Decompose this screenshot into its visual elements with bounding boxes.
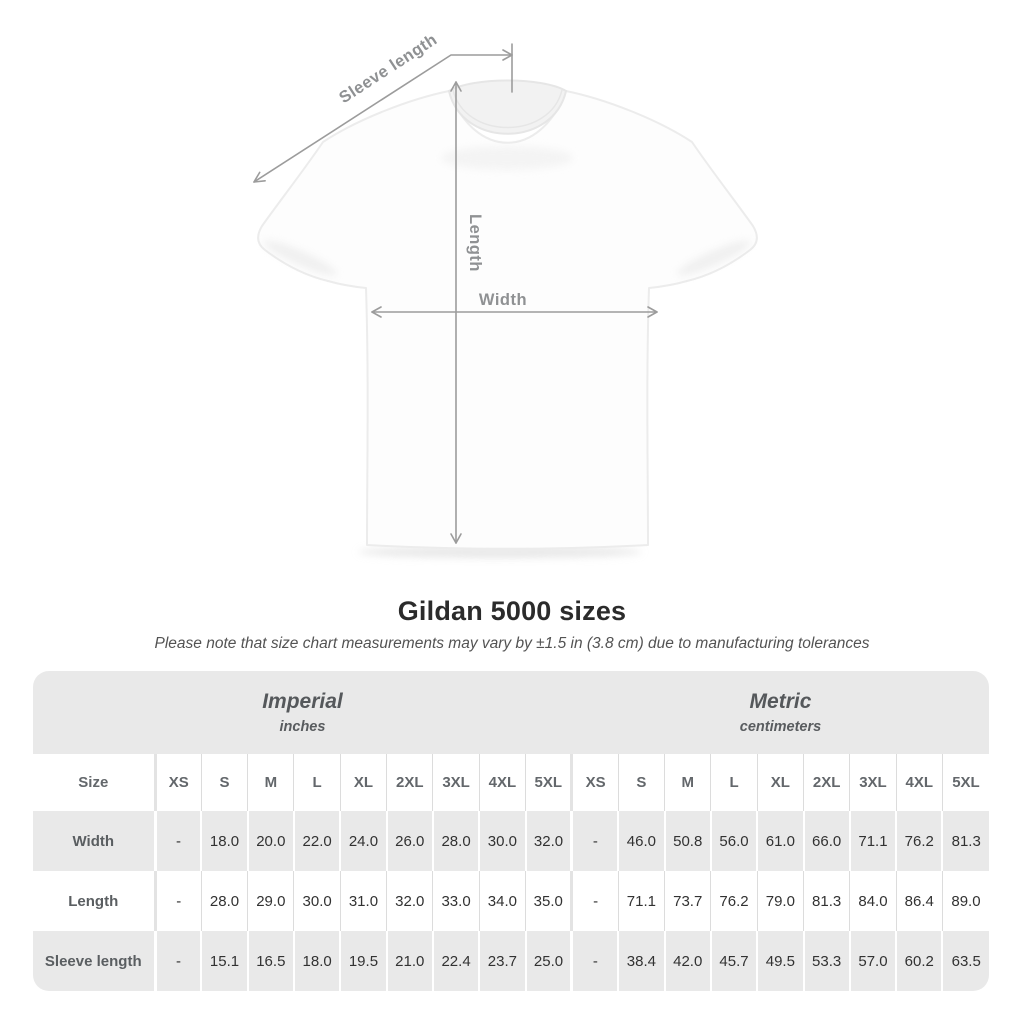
value-cell: 60.2 [895, 931, 943, 991]
value-cell: 35.0 [525, 871, 572, 931]
width-label: Width [479, 291, 527, 309]
imperial-band: Imperial inches [33, 671, 572, 754]
value-cell: 76.2 [895, 811, 943, 871]
value-cell: 57.0 [848, 931, 897, 991]
value-cell: 34.0 [478, 871, 526, 931]
size-header-metric-m: M [664, 754, 711, 811]
row-label-sleeve-length: Sleeve length [33, 931, 156, 991]
size-header-imperial-l: L [293, 754, 341, 811]
size-header-imperial-3xl: 3XL [432, 754, 480, 811]
size-header-metric-xl: XL [756, 754, 804, 811]
imperial-band-unit: inches [279, 718, 326, 735]
value-cell: 33.0 [432, 871, 480, 931]
value-cell: 15.1 [200, 931, 248, 991]
value-cell: - [153, 811, 202, 871]
value-cell: 30.0 [478, 811, 526, 871]
size-header-imperial-s: S [200, 754, 248, 811]
value-cell: 81.3 [802, 871, 850, 931]
value-cell: 30.0 [293, 871, 341, 931]
size-header-imperial-xl: XL [339, 754, 387, 811]
size-header-metric-s: S [617, 754, 665, 811]
value-cell: 53.3 [802, 931, 850, 991]
size-header-metric-xs: XS [570, 754, 619, 811]
value-cell: 49.5 [756, 931, 804, 991]
value-cell: 28.0 [431, 811, 480, 871]
measurement-arrows [253, 43, 658, 544]
value-cell: 29.0 [247, 871, 294, 931]
tshirt-illustration [257, 79, 758, 550]
value-cell: 66.0 [802, 811, 850, 871]
value-cell: - [570, 931, 619, 991]
size-header-metric-3xl: 3XL [849, 754, 897, 811]
value-cell: 22.0 [292, 811, 341, 871]
metric-band-unit: centimeters [739, 718, 822, 735]
size-header-imperial-m: M [247, 754, 294, 811]
value-cell: - [570, 811, 619, 871]
value-cell: - [153, 871, 202, 931]
tolerance-note: Please note that size chart measurements… [154, 635, 870, 652]
tshirt-measurement-diagram: Sleeve length Length Width [253, 31, 758, 558]
value-cell: 38.4 [617, 931, 665, 991]
value-cell: 71.1 [848, 811, 897, 871]
table-row-sleeve-length: Sleeve length - 15.1 16.5 18.0 19.5 21.0… [33, 931, 989, 991]
size-header-imperial-5xl: 5XL [525, 754, 572, 811]
value-cell: 46.0 [617, 811, 665, 871]
value-cell: 32.0 [524, 811, 572, 871]
size-header-imperial-4xl: 4XL [478, 754, 526, 811]
size-header-metric-5xl: 5XL [941, 754, 989, 811]
size-header-metric-2xl: 2XL [802, 754, 850, 811]
value-cell: 23.7 [478, 931, 526, 991]
value-cell: 24.0 [339, 811, 387, 871]
value-cell: 26.0 [385, 811, 433, 871]
value-cell: 79.0 [756, 871, 804, 931]
value-cell: 84.0 [849, 871, 897, 931]
metric-band-title: Metric [749, 690, 812, 714]
page-title: Gildan 5000 sizes [397, 596, 627, 626]
value-cell: 86.4 [895, 871, 943, 931]
value-cell: 25.0 [524, 931, 572, 991]
row-label-width: Width [33, 811, 156, 871]
value-cell: 31.0 [339, 871, 387, 931]
value-cell: - [153, 931, 202, 991]
value-cell: 18.0 [292, 931, 341, 991]
size-header-metric-l: L [710, 754, 758, 811]
table-row-width: Width - 18.0 20.0 22.0 24.0 26.0 28.0 30… [33, 811, 989, 871]
imperial-band-title: Imperial [262, 690, 343, 714]
size-header-row: Size XS S M L XL 2XL 3XL 4XL 5XL XS S M … [33, 754, 989, 811]
size-table-container: Imperial inches Metric centimeters Size … [33, 671, 989, 991]
value-cell: 56.0 [709, 811, 758, 871]
value-cell: 22.4 [431, 931, 480, 991]
value-cell: 18.0 [200, 811, 248, 871]
value-cell: 19.5 [339, 931, 387, 991]
value-cell: 76.2 [710, 871, 758, 931]
value-cell: 42.0 [663, 931, 711, 991]
value-cell: 16.5 [246, 931, 294, 991]
size-header-imperial-2xl: 2XL [386, 754, 433, 811]
metric-band: Metric centimeters [571, 671, 989, 754]
value-cell: 21.0 [385, 931, 433, 991]
value-cell: 63.5 [941, 931, 989, 991]
value-cell: 89.0 [941, 871, 989, 931]
value-cell: 73.7 [664, 871, 711, 931]
size-corner-header: Size [33, 754, 156, 811]
row-label-length: Length [33, 871, 156, 931]
table-row-length: Length - 28.0 29.0 30.0 31.0 32.0 33.0 3… [33, 871, 989, 931]
value-cell: 20.0 [246, 811, 294, 871]
value-cell: 81.3 [941, 811, 989, 871]
value-cell: 71.1 [617, 871, 665, 931]
size-header-imperial-xs: XS [153, 754, 202, 811]
value-cell: 45.7 [709, 931, 758, 991]
unit-band-row: Imperial inches Metric centimeters [33, 671, 989, 754]
value-cell: 50.8 [663, 811, 711, 871]
sleeve-length-arrow [253, 54, 513, 183]
size-table: Imperial inches Metric centimeters Size … [33, 671, 989, 991]
value-cell: 28.0 [200, 871, 248, 931]
length-label: Length [466, 214, 484, 272]
value-cell: 32.0 [386, 871, 433, 931]
size-header-metric-4xl: 4XL [895, 754, 943, 811]
value-cell: 61.0 [756, 811, 804, 871]
value-cell: - [570, 871, 619, 931]
